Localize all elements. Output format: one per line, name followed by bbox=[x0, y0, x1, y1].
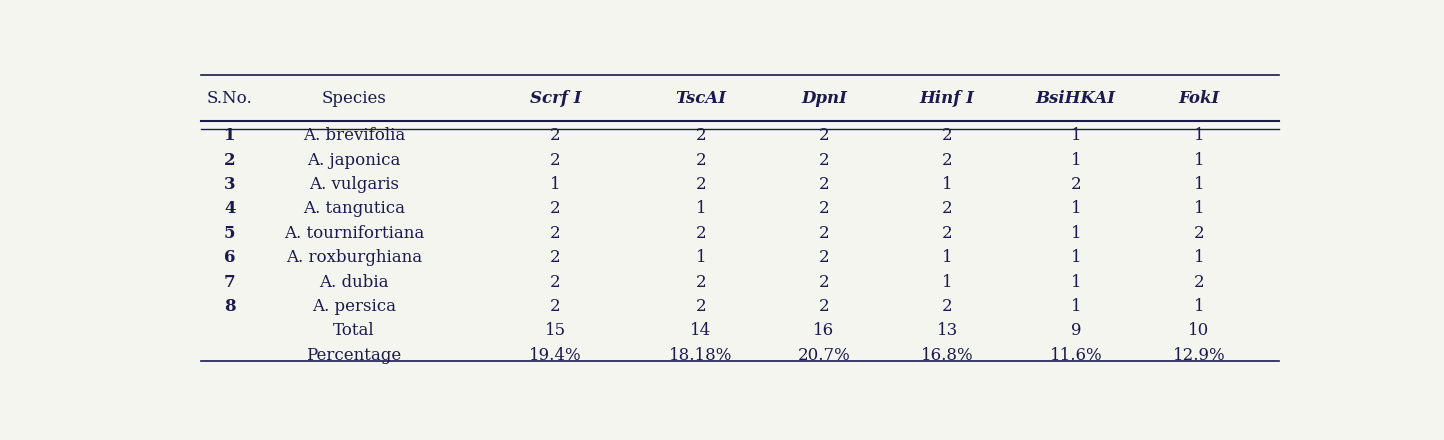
Text: 1: 1 bbox=[941, 274, 953, 291]
Text: 2: 2 bbox=[819, 225, 829, 242]
Text: 9: 9 bbox=[1070, 323, 1082, 339]
Text: 11.6%: 11.6% bbox=[1050, 347, 1102, 364]
Text: 16.8%: 16.8% bbox=[921, 347, 973, 364]
Text: 2: 2 bbox=[1194, 225, 1204, 242]
Text: 1: 1 bbox=[1194, 152, 1204, 169]
Text: BsiHKAI: BsiHKAI bbox=[1035, 90, 1116, 107]
Text: 2: 2 bbox=[550, 127, 560, 144]
Text: 18.18%: 18.18% bbox=[669, 347, 732, 364]
Text: 2: 2 bbox=[224, 152, 235, 169]
Text: A. roxburghiana: A. roxburghiana bbox=[286, 249, 422, 266]
Text: 1: 1 bbox=[224, 127, 235, 144]
Text: 4: 4 bbox=[224, 201, 235, 217]
Text: 1: 1 bbox=[1194, 201, 1204, 217]
Text: 12.9%: 12.9% bbox=[1173, 347, 1225, 364]
Text: 2: 2 bbox=[941, 152, 953, 169]
Text: 7: 7 bbox=[224, 274, 235, 291]
Text: Hinf I: Hinf I bbox=[920, 90, 975, 107]
Text: FokI: FokI bbox=[1178, 90, 1220, 107]
Text: 2: 2 bbox=[819, 298, 829, 315]
Text: 2: 2 bbox=[941, 298, 953, 315]
Text: 16: 16 bbox=[813, 323, 835, 339]
Text: DpnI: DpnI bbox=[801, 90, 848, 107]
Text: 2: 2 bbox=[1070, 176, 1082, 193]
Text: 2: 2 bbox=[819, 201, 829, 217]
Text: 10: 10 bbox=[1188, 323, 1210, 339]
Text: 2: 2 bbox=[550, 298, 560, 315]
Text: 1: 1 bbox=[1070, 298, 1082, 315]
Text: 2: 2 bbox=[696, 225, 706, 242]
Text: TscAI: TscAI bbox=[676, 90, 726, 107]
Text: 1: 1 bbox=[696, 249, 706, 266]
Text: Species: Species bbox=[322, 90, 387, 107]
Text: 14: 14 bbox=[690, 323, 712, 339]
Text: 2: 2 bbox=[1194, 274, 1204, 291]
Text: 1: 1 bbox=[941, 249, 953, 266]
Text: 1: 1 bbox=[1070, 201, 1082, 217]
Text: 1: 1 bbox=[696, 201, 706, 217]
Text: 2: 2 bbox=[696, 298, 706, 315]
Text: A. vulgaris: A. vulgaris bbox=[309, 176, 399, 193]
Text: 2: 2 bbox=[696, 127, 706, 144]
Text: 1: 1 bbox=[550, 176, 560, 193]
Text: 1: 1 bbox=[1194, 127, 1204, 144]
Text: 2: 2 bbox=[941, 201, 953, 217]
Text: 1: 1 bbox=[1070, 127, 1082, 144]
Text: 2: 2 bbox=[819, 249, 829, 266]
Text: 2: 2 bbox=[819, 152, 829, 169]
Text: 1: 1 bbox=[1194, 176, 1204, 193]
Text: 2: 2 bbox=[696, 274, 706, 291]
Text: 2: 2 bbox=[941, 127, 953, 144]
Text: 6: 6 bbox=[224, 249, 235, 266]
Text: 1: 1 bbox=[1194, 298, 1204, 315]
Text: 2: 2 bbox=[696, 152, 706, 169]
Text: 20.7%: 20.7% bbox=[797, 347, 851, 364]
Text: A. persica: A. persica bbox=[312, 298, 396, 315]
Text: 19.4%: 19.4% bbox=[529, 347, 582, 364]
Text: 1: 1 bbox=[1070, 249, 1082, 266]
Text: 2: 2 bbox=[550, 274, 560, 291]
Text: A. japonica: A. japonica bbox=[308, 152, 400, 169]
Text: 1: 1 bbox=[1070, 274, 1082, 291]
Text: 1: 1 bbox=[1070, 152, 1082, 169]
Text: 8: 8 bbox=[224, 298, 235, 315]
Text: 2: 2 bbox=[696, 176, 706, 193]
Text: A. brevifolia: A. brevifolia bbox=[303, 127, 406, 144]
Text: 13: 13 bbox=[937, 323, 957, 339]
Text: A. dubia: A. dubia bbox=[319, 274, 388, 291]
Text: 2: 2 bbox=[550, 201, 560, 217]
Text: 2: 2 bbox=[550, 152, 560, 169]
Text: 15: 15 bbox=[544, 323, 566, 339]
Text: 2: 2 bbox=[941, 225, 953, 242]
Text: 1: 1 bbox=[1194, 249, 1204, 266]
Text: 1: 1 bbox=[941, 176, 953, 193]
Text: A. tournifortiana: A. tournifortiana bbox=[284, 225, 425, 242]
Text: Scrf I: Scrf I bbox=[530, 90, 580, 107]
Text: 1: 1 bbox=[1070, 225, 1082, 242]
Text: 3: 3 bbox=[224, 176, 235, 193]
Text: Total: Total bbox=[334, 323, 375, 339]
Text: 2: 2 bbox=[550, 249, 560, 266]
Text: 2: 2 bbox=[550, 225, 560, 242]
Text: 2: 2 bbox=[819, 274, 829, 291]
Text: Percentage: Percentage bbox=[306, 347, 401, 364]
Text: 5: 5 bbox=[224, 225, 235, 242]
Text: A. tangutica: A. tangutica bbox=[303, 201, 404, 217]
Text: S.No.: S.No. bbox=[206, 90, 253, 107]
Text: 2: 2 bbox=[819, 176, 829, 193]
Text: 2: 2 bbox=[819, 127, 829, 144]
